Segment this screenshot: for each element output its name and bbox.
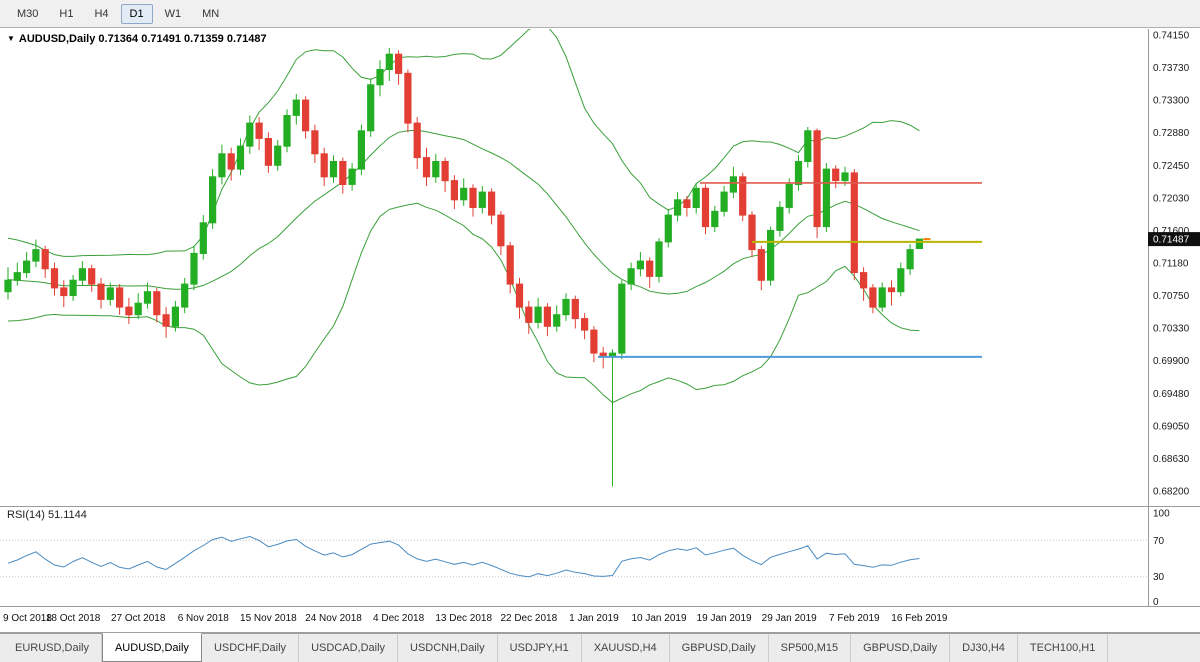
svg-text:0.71487: 0.71487 — [1153, 235, 1190, 246]
time-axis-label: 16 Feb 2019 — [891, 613, 948, 624]
tab-sp500-m15[interactable]: SP500,M15 — [769, 634, 852, 662]
time-axis-label: 13 Dec 2018 — [435, 613, 493, 624]
rsi-axis-label: 30 — [1153, 572, 1165, 583]
timeframe-button-mn[interactable]: MN — [202, 7, 220, 20]
time-axis-label: 29 Jan 2019 — [761, 613, 817, 624]
price-axis-label: 0.73730 — [1153, 63, 1190, 74]
chart-tabs: EURUSD,Daily AUDUSD,Daily USDCHF,Daily USDC… — [0, 633, 1200, 662]
rsi-background — [0, 507, 1200, 607]
timeframe-button-w1[interactable]: W1 — [164, 7, 182, 20]
price-axis-label: 0.69900 — [1153, 356, 1190, 367]
symbol-name: AUDUSD,Daily — [18, 33, 96, 45]
time-axis-label: 7 Feb 2019 — [828, 613, 880, 624]
price-axis-label: 0.72880 — [1153, 128, 1190, 139]
tab-eurusd-daily[interactable]: EURUSD,Daily — [3, 634, 102, 662]
tab-usdchf-daily[interactable]: USDCHF,Daily — [202, 634, 300, 662]
time-axis-label: 4 Dec 2018 — [373, 613, 425, 624]
rsi-indicator-label: RSI(14) 51.1144 — [7, 509, 87, 521]
time-axis: 9 Oct 2018 18 Oct 2018 27 Oct 2018 6 Nov 20… — [0, 607, 1200, 633]
price-axis-label: 0.71600 — [1153, 226, 1190, 237]
price-axis-label: 0.73300 — [1153, 96, 1190, 107]
timeframe-button-m30[interactable]: M30 — [17, 7, 39, 20]
price-axis-label: 0.72450 — [1153, 161, 1190, 172]
ohlc-values: 0.71364 0.71491 0.71359 0.71487 — [98, 33, 267, 45]
price-axis-label: 0.68200 — [1153, 487, 1190, 498]
rsi-axis-label: 100 — [1153, 509, 1170, 520]
tab-audusd-daily[interactable]: AUDUSD,Daily — [101, 633, 202, 662]
tab-usdjpy-h1[interactable]: USDJPY,H1 — [498, 634, 582, 662]
tab-usdcnh-daily[interactable]: USDCNH,Daily — [398, 634, 498, 662]
price-axis-label: 0.69480 — [1153, 389, 1190, 400]
rsi-axis-label: 0 — [1153, 597, 1159, 607]
timeframe-button-d1[interactable]: D1 — [120, 3, 153, 24]
time-axis-label: 15 Nov 2018 — [240, 613, 297, 624]
time-axis-label: 9 Oct 2018 — [3, 613, 52, 624]
chart-symbol-label: ▼ AUDUSD,Daily 0.71364 0.71491 0.71359 0.… — [7, 33, 267, 45]
price-axis-label: 0.74150 — [1153, 31, 1190, 42]
time-axis-label: 22 Dec 2018 — [500, 613, 558, 624]
tab-xauusd-h4[interactable]: XAUUSD,H4 — [582, 634, 670, 662]
chart-background — [0, 29, 1200, 507]
tab-usdcad-daily[interactable]: USDCAD,Daily — [299, 634, 399, 662]
timeframe-toolbar: M30 H1 H4 D1 W1 MN — [0, 0, 1200, 28]
time-axis-label: 1 Jan 2019 — [569, 613, 619, 624]
time-axis-label: 19 Jan 2019 — [696, 613, 752, 624]
tab-dj30-h4[interactable]: DJ30,H4 — [950, 634, 1018, 662]
current-price-badge: 0.71487 — [1148, 232, 1200, 247]
rsi-axis-label: 70 — [1153, 536, 1165, 547]
price-axis-label: 0.70750 — [1153, 291, 1190, 302]
rsi-panel[interactable]: 100 70 30 0 — [0, 507, 1200, 607]
price-axis-label: 0.72030 — [1153, 193, 1190, 204]
tab-gbpusd-daily[interactable]: GBPUSD,Daily — [670, 634, 769, 662]
time-axis-label: 18 Oct 2018 — [45, 613, 101, 624]
candlesticks — [4, 48, 923, 487]
price-axis-label: 0.69050 — [1153, 421, 1190, 432]
price-axis-label: 0.71180 — [1153, 259, 1189, 270]
collapse-triangle-icon[interactable]: ▼ — [7, 34, 15, 43]
rsi-line — [7, 535, 920, 578]
price-axis-label: 0.68630 — [1153, 454, 1190, 465]
time-axis-label: 24 Nov 2018 — [305, 613, 362, 624]
tab-gbpusd-daily[interactable]: GBPUSD,Daily — [851, 634, 951, 662]
timeframe-button-h4[interactable]: H4 — [94, 7, 109, 20]
tab-tech100-h1[interactable]: TECH100,H1 — [1018, 634, 1109, 662]
timeframe-button-h1[interactable]: H1 — [59, 7, 74, 20]
price-axis-label: 0.70330 — [1153, 324, 1190, 335]
time-axis-label: 6 Nov 2018 — [177, 613, 229, 624]
price-chart[interactable]: 0.74150 0.73730 0.73300 0.72880 0.72450 0.720… — [0, 29, 1200, 507]
time-axis-label: 27 Oct 2018 — [110, 613, 166, 624]
time-axis-label: 10 Jan 2019 — [631, 613, 687, 624]
